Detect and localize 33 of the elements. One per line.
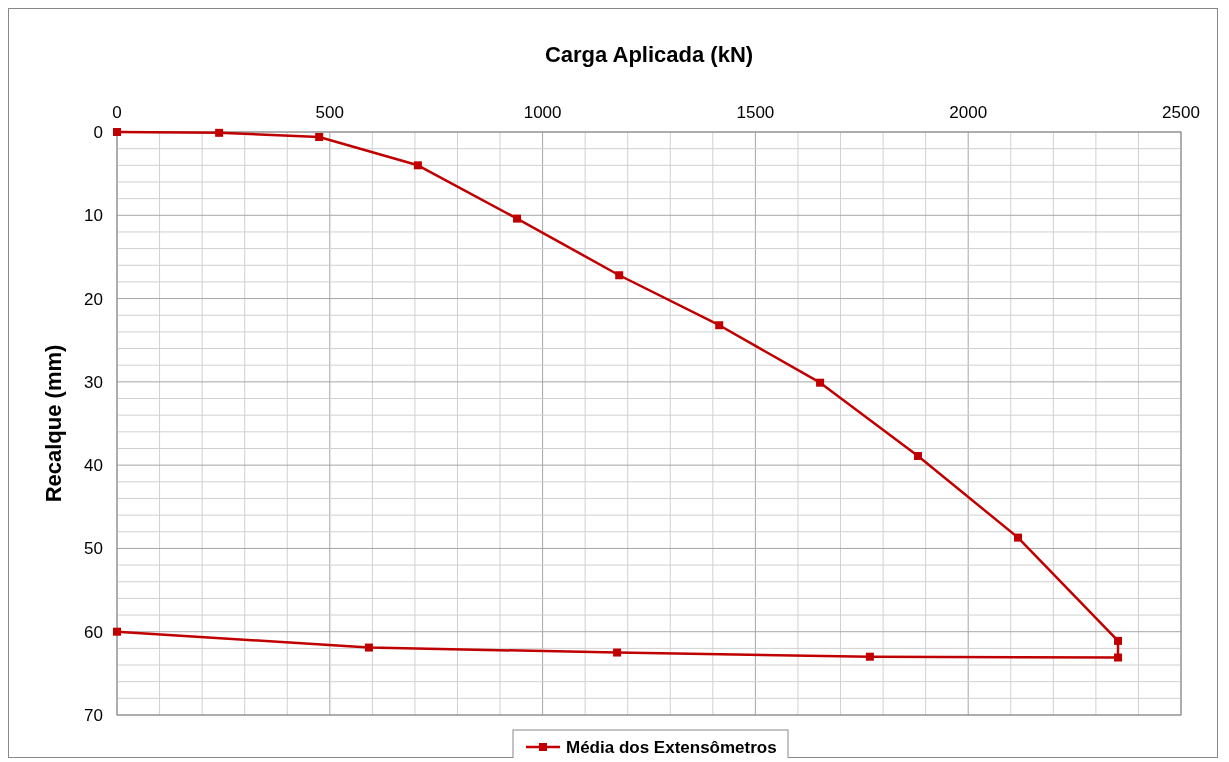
- point: [715, 321, 724, 330]
- x-tick-label: 2500: [1162, 103, 1200, 122]
- x-tick-label: 2000: [949, 103, 988, 122]
- y-tick-label: 20: [84, 289, 103, 309]
- x-tick-label: 500: [315, 103, 344, 122]
- point: [113, 627, 121, 636]
- x-tick-label: 1500: [736, 103, 775, 122]
- x-axis-title: Carga Aplicada (kN): [544, 42, 754, 67]
- point: [1014, 533, 1022, 542]
- point: [613, 648, 622, 657]
- point: [364, 643, 373, 652]
- point: [816, 378, 825, 387]
- point: [413, 161, 422, 170]
- point: [913, 451, 922, 460]
- y-tick-label: 0: [93, 123, 103, 142]
- point: [1114, 653, 1123, 662]
- legend-label: Média dos Extensômetros: [566, 738, 777, 757]
- y-tick-label: 30: [84, 372, 103, 392]
- x-tick-label: 0: [112, 103, 122, 122]
- point: [113, 128, 121, 136]
- point: [513, 214, 522, 223]
- y-tick-label: 50: [84, 539, 103, 559]
- y-tick-label: 10: [84, 206, 103, 226]
- y-tick-label: 60: [84, 622, 103, 642]
- point: [315, 133, 324, 141]
- point: [865, 652, 874, 661]
- y-axis-title: Recalque (mm): [41, 344, 66, 503]
- point: [615, 271, 624, 280]
- x-tick-label: 1000: [523, 103, 562, 122]
- y-tick-label: 40: [84, 456, 103, 476]
- point: [1114, 636, 1123, 645]
- y-tick-label: 70: [84, 706, 103, 725]
- point: [215, 128, 224, 137]
